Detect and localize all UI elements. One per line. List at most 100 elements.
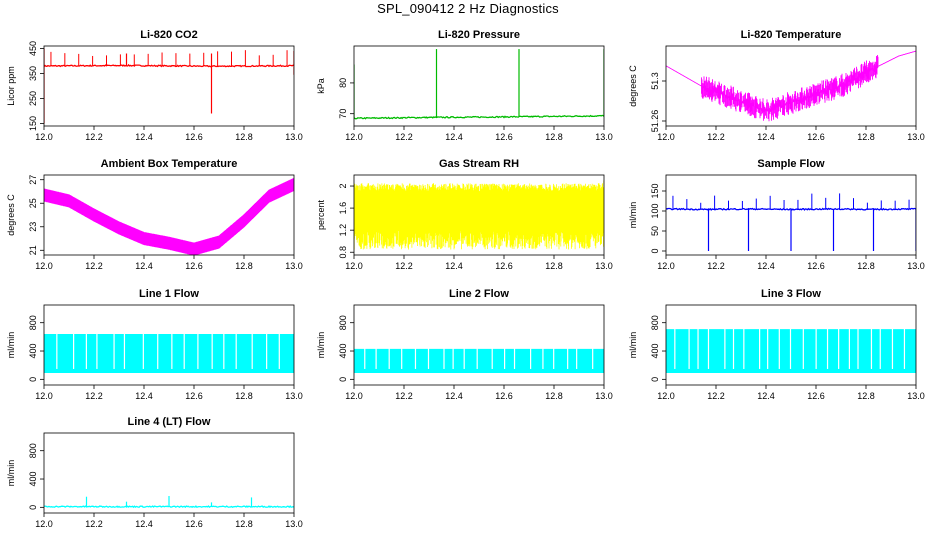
x-tick-label: 12.6	[807, 261, 825, 271]
x-tick-label: 12.0	[657, 391, 675, 401]
y-tick-label: 250	[28, 91, 38, 106]
x-tick-label: 12.2	[85, 261, 103, 271]
x-tick-label: 12.8	[235, 261, 253, 271]
panel-10: Line 4 (LT) Flow ml/min 12.0 12.2 12.4 12.6 12…	[6, 416, 303, 529]
series-group	[354, 180, 604, 250]
y-tick-label: 800	[28, 315, 38, 330]
x-tick-label: 12.8	[857, 132, 875, 142]
series-group	[44, 496, 294, 509]
x-tick-label: 12.0	[35, 391, 53, 401]
series-group	[44, 177, 294, 255]
panel-1: Li-820 CO2 Licor ppm 12.0 12.2 12.4 12.6 12.8 1…	[6, 29, 303, 142]
y-tick-label: 27	[28, 175, 38, 185]
y-axis-label: degrees C	[6, 194, 16, 236]
x-tick-label: 12.4	[757, 132, 775, 142]
x-tick-label: 12.8	[857, 261, 875, 271]
x-tick-label: 13.0	[595, 261, 613, 271]
y-tick-label: 150	[650, 183, 660, 198]
y-tick-label: 1.2	[338, 224, 348, 237]
x-tick-label: 13.0	[595, 132, 613, 142]
plot-frame	[353, 45, 605, 127]
y-tick-label: 51.26	[650, 110, 660, 133]
x-tick-label: 12.6	[495, 261, 513, 271]
x-tick-label: 13.0	[595, 391, 613, 401]
data-line	[666, 207, 916, 211]
panel-8: Line 2 Flow ml/min 12.0 12.2 12.4 12.6 12.8 13.…	[316, 288, 613, 401]
x-tick-label: 12.2	[395, 261, 413, 271]
data-line	[44, 334, 294, 373]
panel-7: Line 1 Flow ml/min 12.0 12.2 12.4 12.6 12.8 13.…	[6, 288, 303, 401]
y-tick-label: 400	[28, 472, 38, 487]
plot-frame	[665, 45, 917, 127]
y-tick-label: 50	[650, 226, 660, 236]
y-tick-label: 1.6	[338, 202, 348, 215]
figure-title: SPL_090412 2 Hz Diagnostics	[377, 1, 559, 16]
x-tick-label: 12.8	[235, 132, 253, 142]
x-tick-label: 13.0	[285, 261, 303, 271]
y-axis-label: ml/min	[628, 332, 638, 359]
series-group	[666, 50, 916, 122]
plot-frame	[353, 174, 605, 256]
x-tick-label: 12.0	[35, 519, 53, 529]
x-tick-label: 12.4	[135, 132, 153, 142]
y-tick-label: 800	[650, 315, 660, 330]
series-group	[666, 193, 916, 251]
x-tick-label: 12.4	[445, 132, 463, 142]
x-tick-label: 12.0	[345, 132, 363, 142]
panel-5: Gas Stream RH percent 12.0 12.2 12.4 12.6 12.8…	[316, 158, 613, 271]
data-line	[354, 183, 604, 250]
y-axis-label: degrees C	[628, 65, 638, 107]
x-tick-label: 12.8	[857, 391, 875, 401]
y-tick-label: 0	[28, 505, 38, 510]
y-tick-label: 2	[338, 184, 348, 189]
series-group	[666, 328, 916, 373]
panel-3: Li-820 Temperature degrees C 12.0 12.2 12.4 1…	[628, 29, 925, 142]
data-line	[666, 50, 916, 122]
series-group	[44, 333, 294, 373]
y-tick-label: 51.3	[650, 72, 660, 90]
y-tick-label: 800	[28, 443, 38, 458]
panel-title: Line 4 (LT) Flow	[128, 416, 211, 428]
x-tick-label: 12.2	[85, 391, 103, 401]
x-tick-label: 12.8	[235, 519, 253, 529]
panel-title: Line 3 Flow	[761, 288, 821, 300]
x-tick-label: 12.2	[395, 132, 413, 142]
y-tick-label: 400	[650, 344, 660, 359]
x-tick-label: 13.0	[907, 132, 925, 142]
x-tick-label: 12.2	[707, 261, 725, 271]
y-tick-label: 800	[338, 315, 348, 330]
x-tick-label: 12.2	[85, 519, 103, 529]
x-tick-label: 12.2	[707, 391, 725, 401]
x-tick-label: 13.0	[285, 519, 303, 529]
x-tick-label: 12.4	[445, 391, 463, 401]
y-tick-label: 70	[338, 109, 348, 119]
x-tick-label: 12.0	[35, 132, 53, 142]
plot-frame	[43, 174, 295, 256]
y-axis-label: ml/min	[316, 332, 326, 359]
x-tick-label: 12.4	[135, 391, 153, 401]
x-tick-label: 12.0	[35, 261, 53, 271]
y-tick-label: 0	[338, 377, 348, 382]
y-axis-label: percent	[316, 199, 326, 230]
y-tick-label: 150	[28, 116, 38, 131]
y-axis-label: ml/min	[6, 332, 16, 359]
y-axis-label: ml/min	[6, 460, 16, 487]
y-axis-label: Licor ppm	[6, 66, 16, 106]
x-tick-label: 12.4	[757, 261, 775, 271]
x-tick-label: 12.4	[135, 261, 153, 271]
panel-2: Li-820 Pressure kPa 12.0 12.2 12.4 12.6 12.8 13…	[316, 29, 613, 142]
x-tick-label: 12.6	[185, 261, 203, 271]
x-tick-label: 13.0	[285, 132, 303, 142]
y-tick-label: 25	[28, 198, 38, 208]
x-tick-label: 12.2	[707, 132, 725, 142]
x-tick-label: 12.6	[185, 391, 203, 401]
panel-9: Line 3 Flow ml/min 12.0 12.2 12.4 12.6 12.8 13.…	[628, 288, 925, 401]
x-tick-label: 12.0	[345, 261, 363, 271]
y-tick-label: 0	[650, 248, 660, 253]
y-axis-label: ml/min	[628, 202, 638, 229]
y-axis-label: kPa	[316, 78, 326, 94]
data-line	[666, 329, 916, 373]
y-tick-label: 0.8	[338, 246, 348, 259]
x-tick-label: 12.8	[545, 261, 563, 271]
